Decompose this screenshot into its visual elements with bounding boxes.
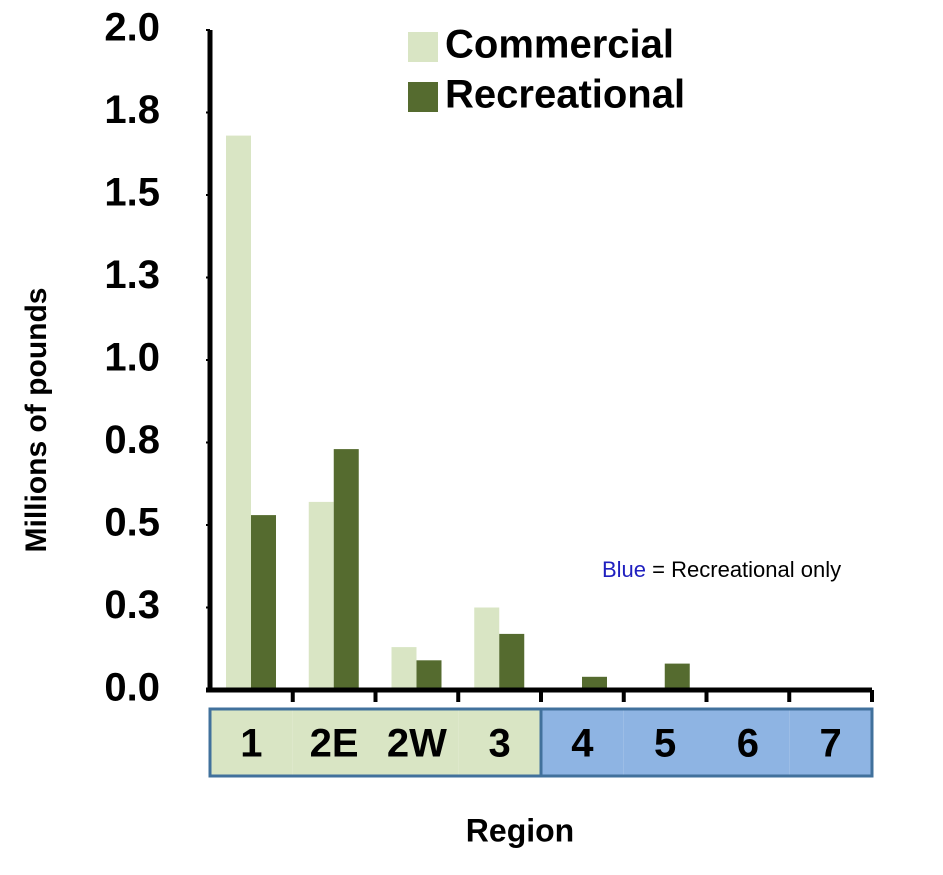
x-tick-label: 3 bbox=[489, 722, 511, 766]
y-tick-label: 0.0 bbox=[104, 666, 160, 710]
region-box bbox=[706, 709, 790, 776]
bar bbox=[499, 633, 525, 690]
annotation: Blue = Recreational only bbox=[602, 557, 841, 582]
region-box bbox=[623, 709, 707, 776]
x-tick-label: 5 bbox=[654, 722, 676, 766]
legend-label: Commercial bbox=[445, 23, 674, 67]
y-tick-label: 2.0 bbox=[104, 6, 160, 50]
region-box bbox=[458, 709, 541, 776]
x-tick-label: 2W bbox=[387, 722, 447, 766]
x-tick-label: 2E bbox=[310, 722, 359, 766]
x-tick-label: 7 bbox=[820, 722, 842, 766]
region-group bbox=[539, 707, 874, 778]
bar bbox=[251, 515, 276, 690]
bar bbox=[416, 660, 442, 690]
region-box bbox=[375, 709, 459, 776]
region-box bbox=[789, 709, 872, 776]
bar bbox=[333, 449, 359, 690]
y-tick-label: 0.5 bbox=[104, 501, 160, 545]
y-tick-label: 1.0 bbox=[104, 336, 160, 380]
y-tick-label: 1.8 bbox=[104, 88, 160, 132]
y-axis-label: Millions of pounds bbox=[20, 288, 53, 553]
region-box bbox=[541, 709, 624, 776]
x-tick-label: 4 bbox=[571, 722, 594, 766]
x-tick-label: 1 bbox=[240, 722, 262, 766]
bar bbox=[226, 135, 251, 691]
bar bbox=[664, 663, 690, 690]
x-tick-label: 6 bbox=[737, 722, 759, 766]
legend-label: Recreational bbox=[445, 73, 685, 117]
bar bbox=[474, 607, 500, 690]
y-tick-label: 0.3 bbox=[104, 583, 160, 627]
y-tick-label: 0.8 bbox=[104, 418, 160, 462]
y-tick-label: 1.5 bbox=[104, 171, 160, 215]
y-tick-label: 1.3 bbox=[104, 253, 160, 297]
bar bbox=[582, 676, 607, 690]
bar bbox=[391, 647, 417, 690]
annotation-text: = Recreational only bbox=[652, 557, 841, 582]
region-box bbox=[292, 709, 376, 776]
legend-swatch bbox=[408, 32, 438, 62]
legend-swatch bbox=[408, 82, 438, 112]
region-box bbox=[210, 709, 293, 776]
annotation-highlight: Blue bbox=[602, 557, 646, 582]
x-axis-label: Region bbox=[466, 812, 574, 848]
bar bbox=[308, 501, 334, 690]
